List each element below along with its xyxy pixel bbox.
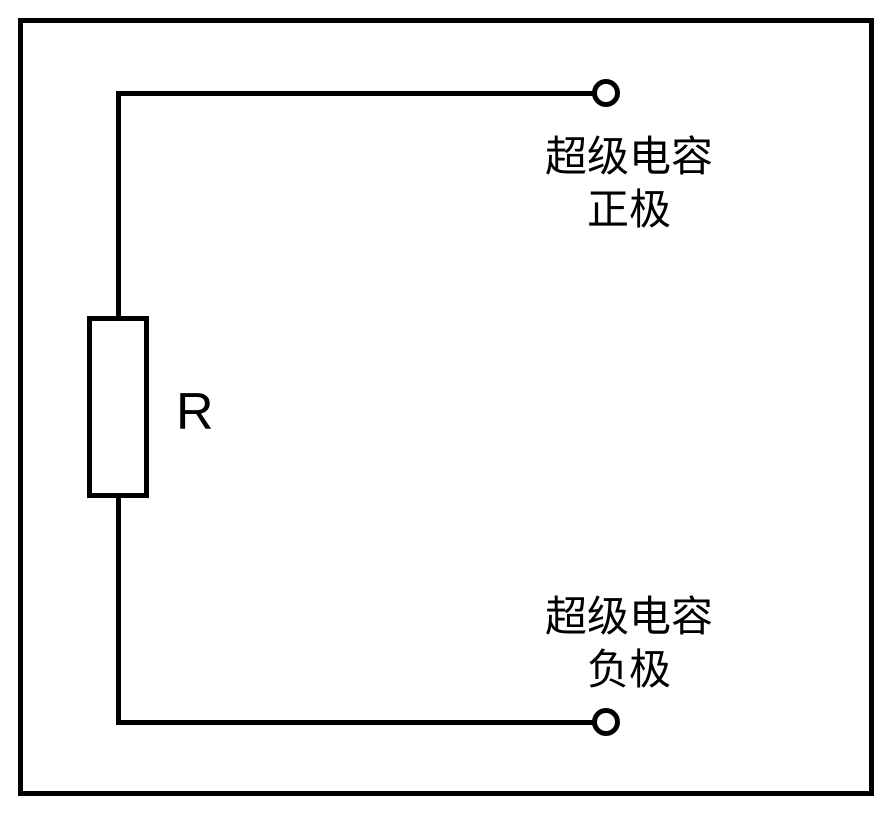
label-negative: 超级电容 负极 [545, 592, 713, 697]
wire-left-upper [116, 91, 121, 319]
terminal-positive [592, 79, 620, 107]
label-negative-line2: 负极 [587, 648, 671, 694]
label-negative-line1: 超级电容 [545, 595, 713, 641]
wire-top [116, 91, 595, 96]
terminal-negative [592, 708, 620, 736]
label-positive-line1: 超级电容 [545, 135, 713, 181]
label-positive: 超级电容 正极 [545, 132, 713, 237]
wire-left-lower [116, 495, 121, 725]
wire-bottom [116, 720, 595, 725]
resistor [87, 316, 149, 498]
label-positive-line2: 正极 [587, 188, 671, 234]
resistor-label: R [176, 382, 214, 442]
